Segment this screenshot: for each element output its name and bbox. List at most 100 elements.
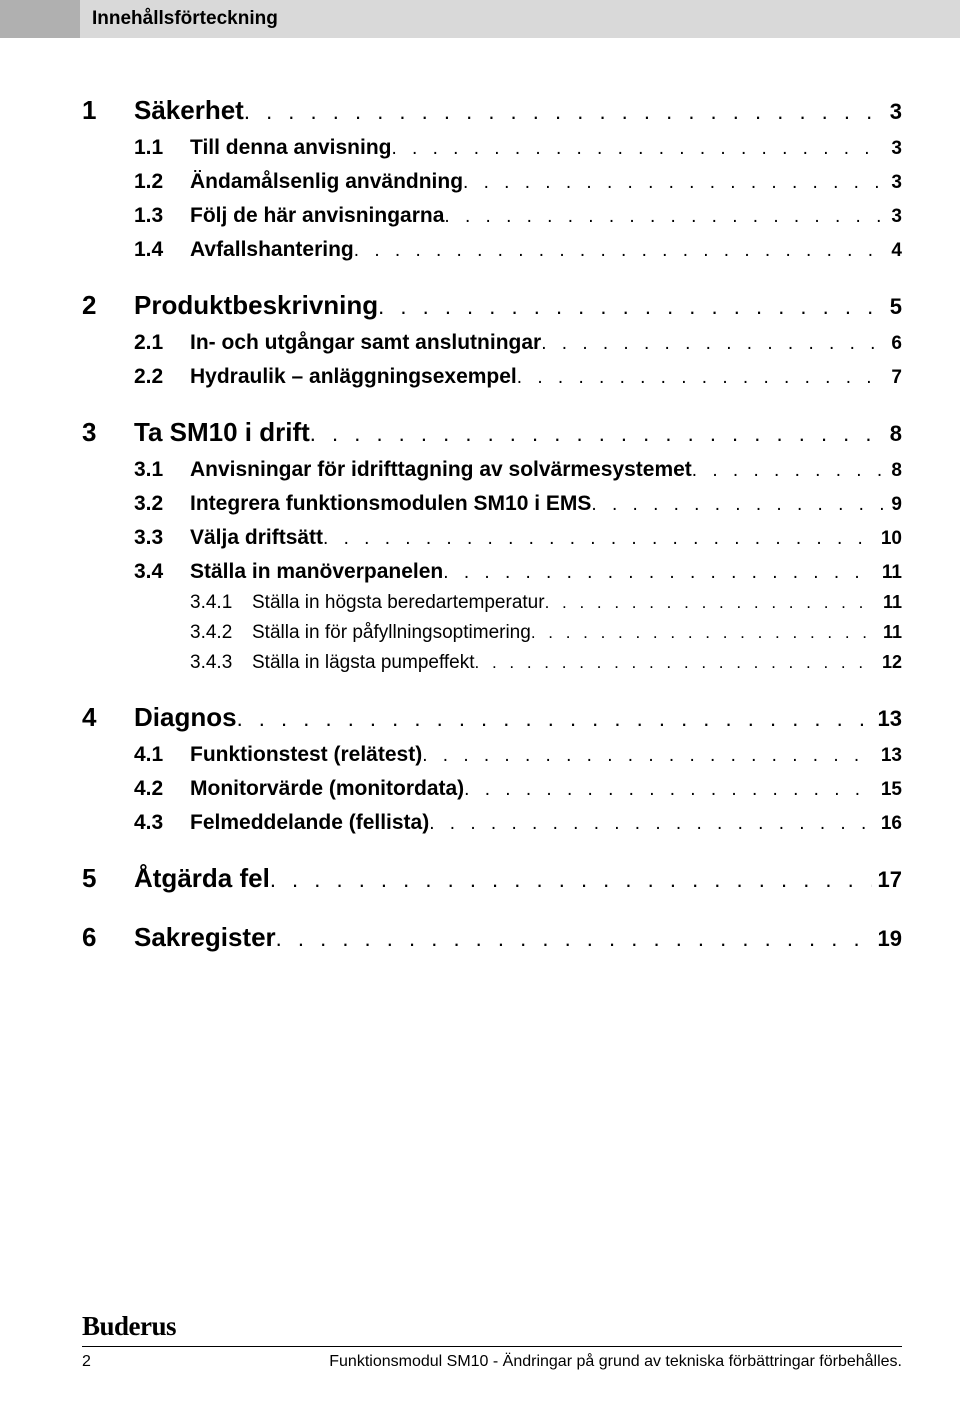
toc-entry: 3.1Anvisningar för idrifttagning av solv… (82, 458, 902, 482)
toc-leader: . . . . . . . . . . . . . . . . . . . . … (531, 623, 877, 643)
footer-logo: Buderus (82, 1311, 902, 1342)
toc-leader: . . . . . . . . . . . . . . . . . . . . … (444, 206, 885, 228)
toc-number: 3.2 (134, 492, 190, 516)
toc-number: 4.1 (134, 743, 190, 767)
toc-title: Ställa in lägsta pumpeffekt (252, 652, 475, 674)
toc-page: 3 (885, 172, 902, 194)
toc-leader: . . . . . . . . . . . . . . . . . . . . … (475, 653, 876, 673)
toc-entry: 5Åtgärda fel . . . . . . . . . . . . . .… (82, 863, 902, 894)
header-tab (0, 0, 80, 38)
toc-page: 9 (885, 494, 902, 516)
toc-number: 1.1 (134, 136, 190, 160)
toc-leader: . . . . . . . . . . . . . . . . . . . . … (378, 294, 884, 320)
toc-leader: . . . . . . . . . . . . . . . . . . . . … (323, 528, 875, 550)
toc-number: 3 (82, 417, 134, 448)
toc-title: Diagnos (134, 702, 237, 733)
toc-title: Felmeddelande (fellista) (190, 811, 429, 835)
toc-number: 4.3 (134, 811, 190, 835)
toc-entry: 3Ta SM10 i drift . . . . . . . . . . . .… (82, 417, 902, 448)
toc-leader: . . . . . . . . . . . . . . . . . . . . … (237, 706, 872, 732)
toc-number: 2.2 (134, 365, 190, 389)
toc-number: 1.2 (134, 170, 190, 194)
page-number: 2 (82, 1353, 91, 1371)
toc-entry: 4.2Monitorvärde (monitordata) . . . . . … (82, 777, 902, 801)
toc-entry: 3.3Välja driftsätt . . . . . . . . . . .… (82, 526, 902, 550)
toc-entry: 1Säkerhet . . . . . . . . . . . . . . . … (82, 95, 902, 126)
toc-page: 11 (877, 622, 902, 643)
toc-title: Produktbeskrivning (134, 290, 378, 321)
toc-number: 5 (82, 863, 134, 894)
toc-title: Följ de här anvisningarna (190, 204, 444, 228)
toc-number: 6 (82, 922, 134, 953)
toc-leader: . . . . . . . . . . . . . . . . . . . . … (463, 172, 885, 194)
toc-page: 16 (875, 813, 902, 835)
toc-leader: . . . . . . . . . . . . . . . . . . . . … (391, 138, 885, 160)
toc-leader: . . . . . . . . . . . . . . . . . . . . … (443, 562, 876, 584)
footer-text: Funktionsmodul SM10 - Ändringar på grund… (329, 1353, 902, 1371)
toc-entry: 1.4Avfallshantering . . . . . . . . . . … (82, 238, 902, 262)
toc-page: 5 (884, 294, 902, 320)
toc-entry: 2.2Hydraulik – anläggningsexempel . . . … (82, 365, 902, 389)
toc-number: 3.4.2 (190, 622, 252, 644)
toc-entry: 3.2Integrera funktionsmodulen SM10 i EMS… (82, 492, 902, 516)
toc-leader: . . . . . . . . . . . . . . . . . . . . … (464, 779, 875, 801)
toc-entry: 1.2Ändamålsenlig användning . . . . . . … (82, 170, 902, 194)
toc-number: 1.4 (134, 238, 190, 262)
toc-leader: . . . . . . . . . . . . . . . . . . . . … (692, 460, 886, 482)
toc-page: 13 (875, 745, 902, 767)
toc-entry: 1.3Följ de här anvisningarna . . . . . .… (82, 204, 902, 228)
toc-leader: . . . . . . . . . . . . . . . . . . . . … (429, 813, 875, 835)
toc-page: 11 (877, 592, 902, 613)
toc-title: Avfallshantering (190, 238, 354, 262)
toc-title: Sakregister (134, 922, 276, 953)
toc-number: 3.4.1 (190, 592, 252, 614)
toc-title: Åtgärda fel (134, 863, 270, 894)
toc-title: Till denna anvisning (190, 136, 391, 160)
toc-number: 1 (82, 95, 134, 126)
toc-leader: . . . . . . . . . . . . . . . . . . . . … (541, 333, 885, 355)
toc-entry: 4.3Felmeddelande (fellista) . . . . . . … (82, 811, 902, 835)
toc-entry: 1.1Till denna anvisning . . . . . . . . … (82, 136, 902, 160)
toc-page: 3 (885, 206, 902, 228)
header-bar: Innehållsförteckning (0, 0, 960, 38)
toc-number: 4 (82, 702, 134, 733)
toc-leader: . . . . . . . . . . . . . . . . . . . . … (276, 926, 872, 952)
toc-page: 7 (885, 367, 902, 389)
toc-leader: . . . . . . . . . . . . . . . . . . . . … (310, 421, 884, 447)
toc-leader: . . . . . . . . . . . . . . . . . . . . … (591, 494, 885, 516)
toc-number: 3.4.3 (190, 652, 252, 674)
toc-leader: . . . . . . . . . . . . . . . . . . . . … (244, 99, 884, 125)
toc-title: Ställa in högsta beredartemperatur (252, 592, 545, 614)
toc-page: 17 (872, 867, 902, 893)
toc-title: Anvisningar för idrifttagning av solvärm… (190, 458, 692, 482)
toc-number: 2.1 (134, 331, 190, 355)
toc-entry: 2.1In- och utgångar samt anslutningar . … (82, 331, 902, 355)
toc-page: 6 (885, 333, 902, 355)
toc-entry: 3.4.3Ställa in lägsta pumpeffekt . . . .… (82, 652, 902, 674)
toc-leader: . . . . . . . . . . . . . . . . . . . . … (270, 867, 872, 893)
toc-title: Monitorvärde (monitordata) (190, 777, 464, 801)
toc-entry: 3.4Ställa in manöverpanelen . . . . . . … (82, 560, 902, 584)
toc-page: 12 (876, 652, 902, 673)
toc-entry: 3.4.1Ställa in högsta beredartemperatur … (82, 592, 902, 614)
toc-number: 2 (82, 290, 134, 321)
toc-page: 3 (885, 138, 902, 160)
toc-page: 3 (884, 99, 902, 125)
toc-entry: 3.4.2Ställa in för påfyllningsoptimering… (82, 622, 902, 644)
toc-page: 8 (884, 421, 902, 447)
toc-number: 3.1 (134, 458, 190, 482)
toc-page: 10 (875, 528, 902, 550)
toc-title: Ställa in manöverpanelen (190, 560, 443, 584)
toc-title: Hydraulik – anläggningsexempel (190, 365, 517, 389)
footer-rule (82, 1346, 902, 1347)
toc-page: 11 (876, 562, 902, 584)
toc-number: 4.2 (134, 777, 190, 801)
toc-title: Integrera funktionsmodulen SM10 i EMS (190, 492, 591, 516)
toc-entry: 6Sakregister . . . . . . . . . . . . . .… (82, 922, 902, 953)
footer: Buderus 2 Funktionsmodul SM10 - Ändringa… (82, 1311, 902, 1371)
toc-title: In- och utgångar samt anslutningar (190, 331, 541, 355)
toc-entry: 4.1Funktionstest (relätest) . . . . . . … (82, 743, 902, 767)
toc-leader: . . . . . . . . . . . . . . . . . . . . … (517, 367, 886, 389)
toc-number: 1.3 (134, 204, 190, 228)
footer-line: 2 Funktionsmodul SM10 - Ändringar på gru… (82, 1353, 902, 1371)
